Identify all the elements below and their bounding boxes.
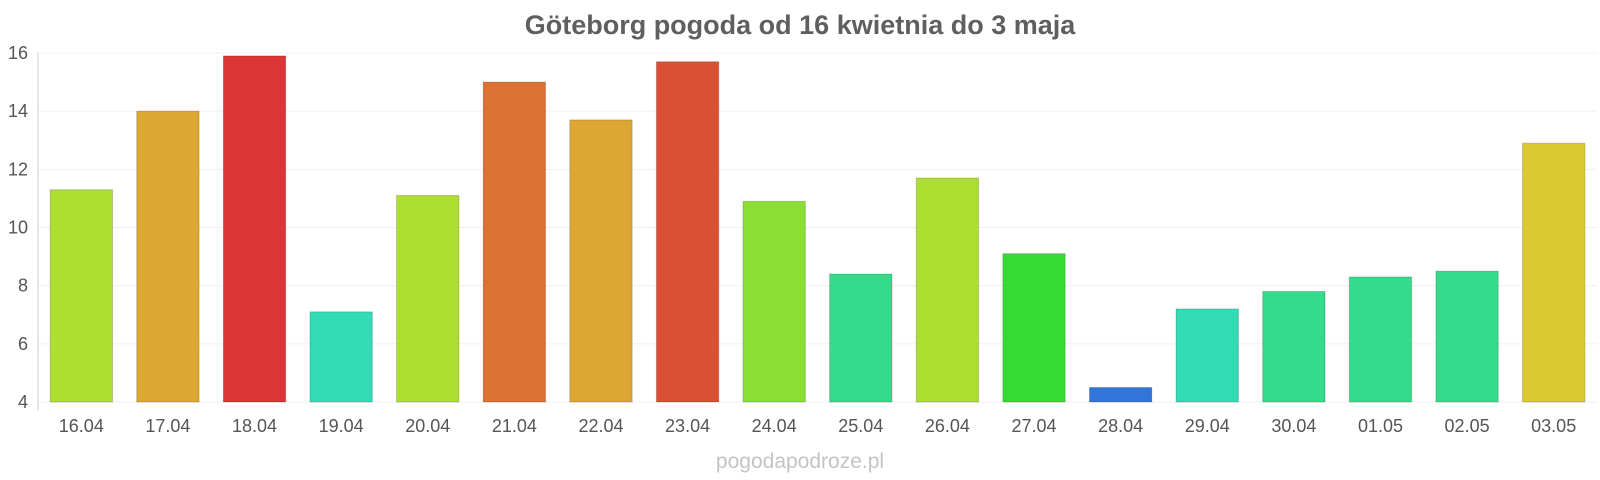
bar	[309, 311, 373, 403]
bar	[396, 195, 460, 403]
bar	[482, 81, 547, 403]
x-tick-label: 17.04	[145, 416, 190, 436]
bar	[1522, 142, 1586, 403]
y-tick-label: 6	[18, 334, 28, 354]
y-tick-label: 12	[8, 159, 28, 179]
bar	[1002, 253, 1066, 403]
x-tick-label: 03.05	[1531, 416, 1576, 436]
bar	[49, 189, 113, 403]
y-tick-label: 4	[18, 392, 28, 412]
bar	[569, 119, 633, 403]
site-watermark: pogodapodroze.pl	[715, 450, 885, 473]
y-tick-label: 14	[8, 101, 28, 121]
x-tick-labels: 16.04 17.04 18.04 19.04 20.04 21.04 22.04 23.04…	[59, 416, 1576, 436]
x-tick-label: 29.04	[1185, 416, 1230, 436]
bar	[1175, 308, 1239, 403]
x-tick-label: 20.04	[405, 416, 450, 436]
bar	[742, 200, 806, 403]
x-tick-label: 23.04	[665, 416, 710, 436]
x-tick-label: 22.04	[578, 416, 623, 436]
x-tick-label: 21.04	[492, 416, 537, 436]
x-tick-label: 30.04	[1271, 416, 1316, 436]
x-tick-label: 01.05	[1358, 416, 1403, 436]
y-tick-label: 16	[8, 43, 28, 63]
bar	[1088, 386, 1153, 403]
x-tick-label: 02.05	[1445, 416, 1490, 436]
chart-title: Göteborg pogoda od 16 kwietnia do 3 maja	[524, 10, 1076, 40]
y-tick-label: 10	[8, 218, 28, 238]
x-tick-label: 28.04	[1098, 416, 1143, 436]
y-tick-labels: 4 6 8 10 12 14 16	[8, 43, 28, 412]
bar	[829, 273, 893, 403]
bar	[1435, 270, 1499, 403]
bar	[655, 61, 720, 403]
x-tick-label: 18.04	[232, 416, 277, 436]
bar	[222, 55, 287, 403]
bar	[1262, 290, 1326, 403]
bars	[49, 55, 1586, 403]
x-tick-label: 24.04	[752, 416, 797, 436]
bar	[915, 177, 980, 403]
y-tick-label: 8	[18, 276, 28, 296]
x-tick-label: 27.04	[1012, 416, 1057, 436]
gridlines	[38, 52, 1597, 403]
bar	[1348, 276, 1413, 403]
bar	[136, 110, 200, 403]
x-tick-label: 16.04	[59, 416, 104, 436]
x-tick-label: 19.04	[319, 416, 364, 436]
x-tick-label: 25.04	[838, 416, 883, 436]
x-tick-label: 26.04	[925, 416, 970, 436]
